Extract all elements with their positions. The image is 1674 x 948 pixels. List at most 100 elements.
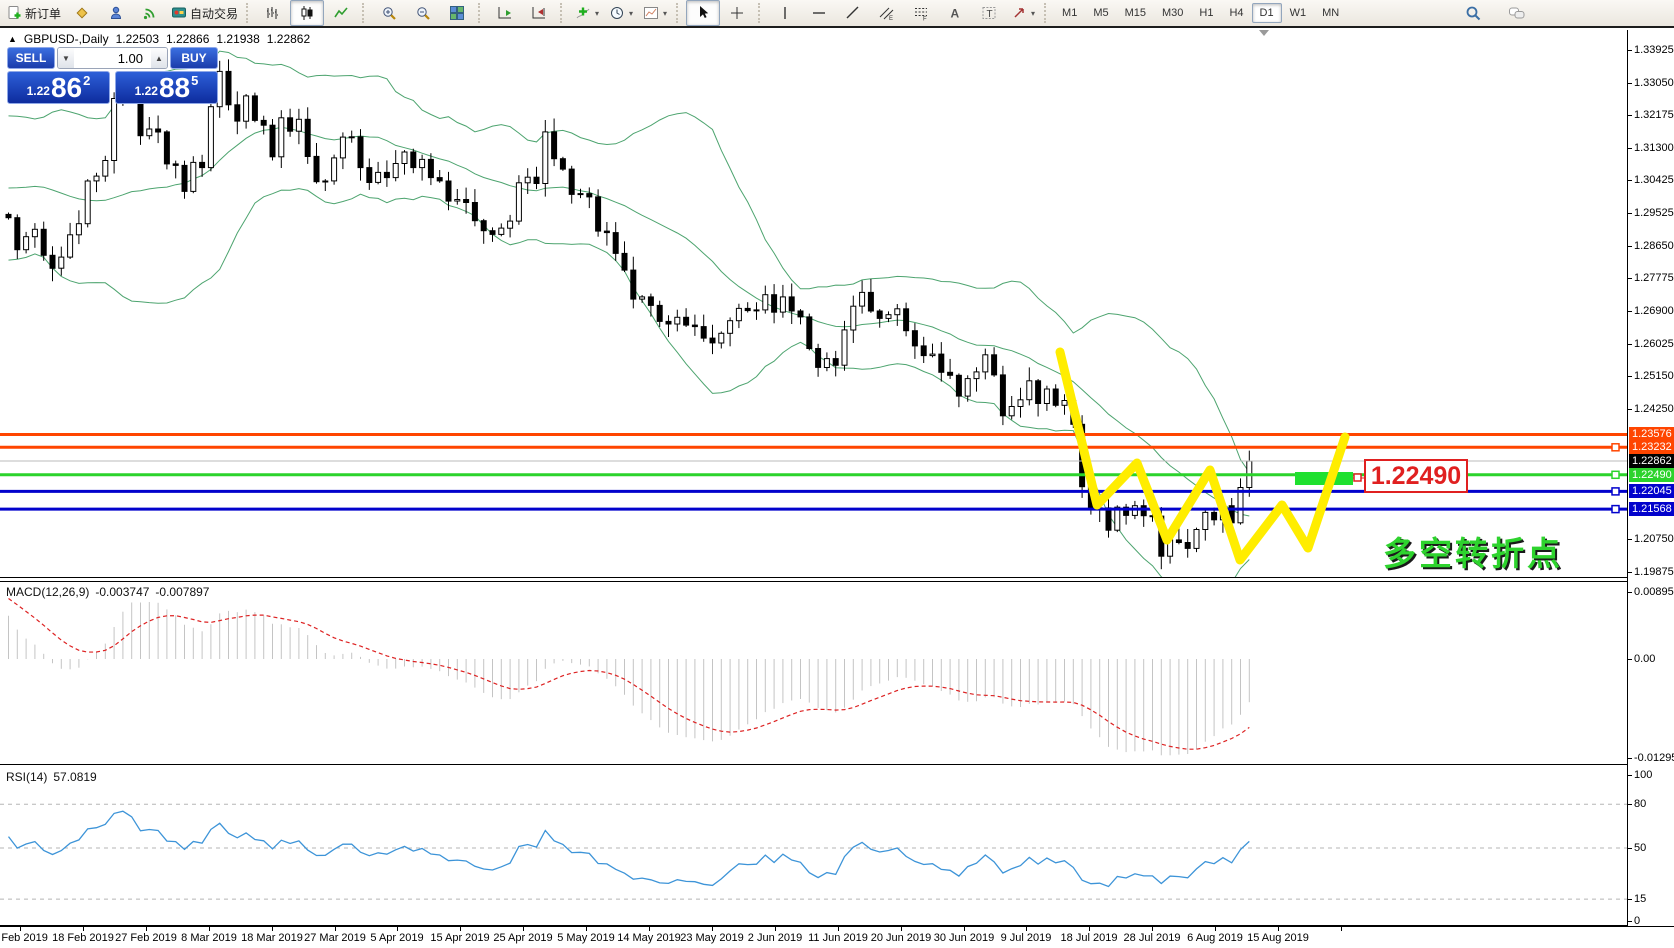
toolbar-separator — [758, 3, 764, 23]
date-label: 30 Jun 2019 — [933, 932, 995, 944]
arrow-objects-tool[interactable]: ▾ — [1006, 0, 1040, 26]
level-price-label-1.22045: 1.22045 — [1629, 484, 1674, 498]
timeframe-button-M5[interactable]: M5 — [1093, 7, 1109, 19]
pane-separator[interactable] — [0, 764, 1627, 765]
sell-button[interactable]: SELL — [7, 47, 55, 69]
indicators-button[interactable]: ▾ — [570, 0, 604, 26]
chart-shift-marker-icon[interactable] — [1259, 30, 1269, 36]
date-tick-mark — [20, 927, 21, 931]
timeframe-button-D1[interactable]: D1 — [1251, 3, 1282, 23]
quote-high: 1.22866 — [166, 32, 210, 46]
community-button[interactable] — [99, 0, 133, 26]
toolbar-separator — [246, 3, 252, 23]
auto-scroll-button[interactable] — [488, 0, 522, 26]
trendline-tool[interactable] — [836, 0, 870, 26]
price-annotation-label[interactable]: 1.22490 — [1364, 459, 1468, 493]
date-label: 23 May 2019 — [680, 932, 744, 944]
annotation-handle[interactable] — [1353, 473, 1362, 482]
date-tick-mark — [1278, 927, 1279, 931]
chat-button[interactable] — [1500, 0, 1534, 26]
price-axis[interactable]: 1.33925 1.33050 1.32175 1.31300 1.30425 1.295… — [1627, 30, 1674, 927]
toolbar-separator — [362, 3, 368, 23]
bar-chart-button[interactable] — [256, 0, 290, 26]
bar-chart-icon — [267, 7, 279, 19]
text-label-icon: T — [982, 7, 996, 20]
one-click-trading-panel: SELL ▼ 1.00 ▲ BUY 1.22 86 2 1.22 88 5 — [7, 47, 218, 104]
rsi-tick: 100 — [1634, 769, 1653, 781]
macd-pane[interactable] — [0, 583, 1627, 764]
sell-price-sup: 2 — [83, 73, 91, 88]
sell-price-button[interactable]: 1.22 86 2 — [7, 71, 110, 104]
timeframe-button-W1[interactable]: W1 — [1289, 7, 1307, 19]
timeframe-button-M30[interactable]: M30 — [1162, 7, 1184, 19]
buy-button[interactable]: BUY — [170, 47, 218, 69]
symbol-title: GBPUSD-,Daily — [23, 32, 109, 46]
auto-trading-button[interactable]: 自动交易 — [167, 0, 242, 26]
tile-windows-button[interactable] — [440, 0, 474, 26]
templates-button[interactable]: ▾ — [638, 0, 672, 26]
level-handle-1.23232[interactable] — [1611, 443, 1620, 452]
rsi-tick: 0 — [1634, 915, 1641, 927]
buy-price-button[interactable]: 1.22 88 5 — [115, 71, 218, 104]
date-label: 9 Jul 2019 — [1000, 932, 1052, 944]
chevron-down-icon: ▾ — [1031, 8, 1036, 18]
highlight-rect-annotation[interactable] — [1295, 472, 1353, 485]
quote-open: 1.22503 — [115, 32, 159, 46]
rsi-pane[interactable] — [0, 768, 1627, 925]
text-label-tool[interactable]: T — [972, 0, 1006, 26]
timeframe-button-H4[interactable]: H4 — [1229, 7, 1244, 19]
horizontal-level-lines[interactable] — [0, 433, 1627, 511]
text-tool[interactable]: A — [938, 0, 972, 26]
periods-button[interactable]: ▾ — [604, 0, 638, 26]
svg-text:T: T — [987, 9, 993, 20]
new-order-button[interactable]: 新订单 — [2, 0, 65, 26]
macd-histogram — [8, 602, 1250, 756]
horizontal-line-tool[interactable] — [802, 0, 836, 26]
crosshair-tool-button[interactable] — [720, 0, 754, 26]
rsi-line — [7, 810, 1250, 888]
date-label: 20 Jun 2019 — [870, 932, 932, 944]
candlestick-chart-button[interactable] — [290, 0, 325, 26]
trend-zigzag-annotation[interactable] — [1055, 347, 1350, 565]
axis-tick-mark — [1628, 659, 1632, 660]
timeframe-button-MN[interactable]: MN — [1322, 7, 1340, 19]
fibonacci-tool[interactable]: F — [904, 0, 938, 26]
zoom-in-button[interactable] — [372, 0, 406, 26]
date-label: 2 Jun 2019 — [747, 932, 803, 944]
price-tick: 1.30425 — [1634, 174, 1674, 186]
line-chart-button[interactable] — [324, 0, 358, 26]
price-tick: 1.31300 — [1634, 142, 1674, 154]
volume-input[interactable]: 1.00 — [117, 50, 143, 66]
chart-shift-button[interactable] — [522, 0, 556, 26]
equidistant-channel-tool[interactable]: E — [870, 0, 904, 26]
candlestick-icon — [301, 6, 313, 20]
turning-point-annotation[interactable]: 多空转折点 — [1383, 535, 1563, 572]
zoom-out-icon — [417, 7, 430, 20]
signals-button[interactable] — [133, 0, 167, 26]
timeframe-button-M15[interactable]: M15 — [1124, 7, 1146, 19]
search-button[interactable] — [1456, 0, 1490, 26]
cursor-tool-button[interactable] — [686, 0, 721, 26]
pane-separator[interactable] — [0, 581, 1627, 582]
pane-separator[interactable] — [0, 577, 1627, 578]
pane-separator — [0, 925, 1627, 926]
rsi-indicator-label: RSI(14) 57.0819 — [6, 770, 97, 784]
collapse-icon[interactable]: ▲ — [8, 34, 17, 44]
price-chart-pane[interactable] — [0, 30, 1627, 577]
timeframe-button-H1[interactable]: H1 — [1199, 7, 1214, 19]
level-handle-1.22490[interactable] — [1611, 470, 1620, 480]
rsi-tick: 15 — [1634, 893, 1647, 905]
quote-low: 1.21938 — [216, 32, 260, 46]
level-handle-1.22045[interactable] — [1611, 487, 1620, 496]
volume-increase-button[interactable]: ▲ — [151, 48, 167, 68]
volume-decrease-button[interactable]: ▼ — [58, 48, 74, 68]
metaquotes-button[interactable] — [65, 0, 99, 26]
horizontal-line-icon — [813, 12, 826, 14]
vertical-line-tool[interactable] — [768, 0, 802, 26]
zoom-out-button[interactable] — [406, 0, 440, 26]
level-handle-1.21568[interactable] — [1611, 504, 1620, 514]
timeframe-button-M1[interactable]: M1 — [1062, 7, 1078, 19]
quote-close: 1.22862 — [266, 32, 311, 46]
axis-tick-mark — [1628, 758, 1632, 759]
